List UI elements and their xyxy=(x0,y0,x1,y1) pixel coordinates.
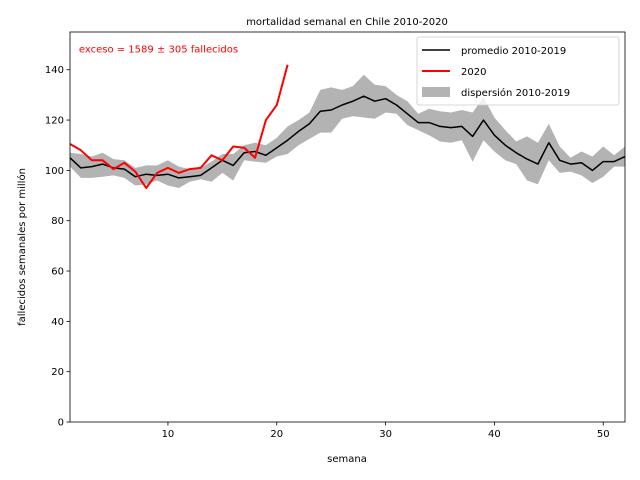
line-2020 xyxy=(70,64,289,189)
excess-annotation: exceso = 1589 ± 305 fallecidos xyxy=(79,45,238,56)
x-tick-label: 30 xyxy=(379,429,392,440)
legend-entry-dispersion-label: dispersión 2010-2019 xyxy=(461,87,570,99)
x-tick-label: 40 xyxy=(488,429,501,440)
axes-frame xyxy=(69,31,626,423)
x-tick-label: 10 xyxy=(162,429,175,440)
chart-title: mortalidad semanal en Chile 2010-2020 xyxy=(246,17,448,28)
legend-entry-dispersion-swatch xyxy=(422,87,450,97)
x-tick-label: 20 xyxy=(270,429,283,440)
legend-entry-promedio-label: promedio 2010-2019 xyxy=(461,46,566,57)
y-tick-label: 120 xyxy=(45,116,64,127)
y-axis-label: fallecidos semanales por millón xyxy=(16,168,28,326)
legend-box xyxy=(416,36,620,106)
y-tick-label: 100 xyxy=(45,166,64,177)
y-tick-label: 80 xyxy=(51,216,64,227)
line-promedio-2010-2019 xyxy=(70,95,625,179)
axes: 10 20 30 40 50 0 20 40 60 80 100 120 140 xyxy=(45,31,626,440)
x-tick-label: 50 xyxy=(597,429,610,440)
y-tick-label: 20 xyxy=(51,367,64,378)
x-axis-label: semana xyxy=(327,454,367,465)
y-tick-label: 0 xyxy=(58,418,64,429)
y-tick-label: 40 xyxy=(51,317,64,328)
y-tick-label: 60 xyxy=(51,267,64,278)
legend-entry-2020-label: 2020 xyxy=(461,67,486,78)
legend: promedio 2010-2019 2020 dispersión 2010-20… xyxy=(416,36,620,106)
y-tick-label: 140 xyxy=(45,65,64,76)
